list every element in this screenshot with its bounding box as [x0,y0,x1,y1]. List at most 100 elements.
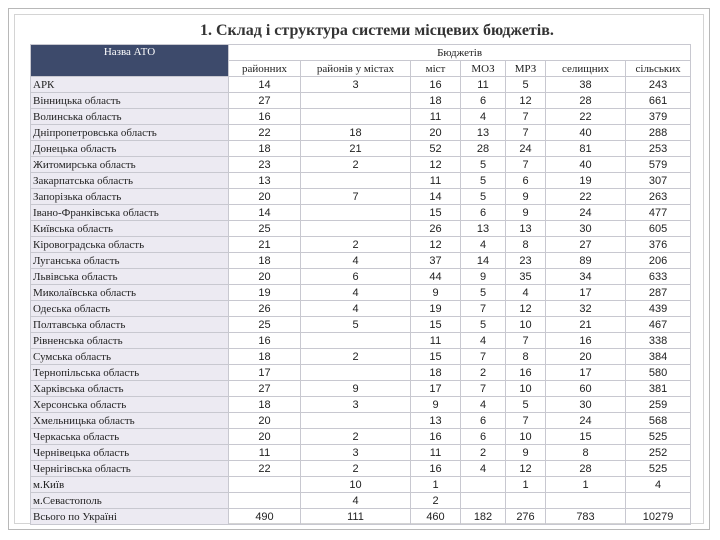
budget-count: 16 [410,460,461,477]
budget-count: 2 [300,460,411,477]
budget-count [300,92,411,109]
budget-count: 9 [410,284,461,301]
budget-count: 16 [410,76,461,93]
budget-count: 2 [300,348,411,365]
budget-count: 81 [545,140,626,157]
budget-count: 18 [228,252,301,269]
table-row: Одеська область 26 4 19 7 12 32 439 [30,300,692,317]
budget-count: 22 [545,188,626,205]
budget-count: 25 [228,220,301,237]
budget-count: 3 [300,444,411,461]
region-name: Чернігівська область [30,460,229,477]
budget-count: 2 [300,236,411,253]
budget-count [545,492,626,509]
table-row: Дніпропетровська область 22 18 20 13 7 40 288 [30,124,692,141]
budget-count: 2 [410,492,461,509]
budget-count: 7 [300,188,411,205]
table-row: Закарпатська область 13 11 5 6 19 307 [30,172,692,189]
budget-count: 381 [624,380,692,397]
table-row: Житомирська область 23 2 12 5 7 40 579 [30,156,692,173]
budget-count: 28 [545,460,626,477]
budget-count: 6 [460,92,506,109]
budget-count: 379 [624,108,692,125]
budget-count: 9 [505,204,546,221]
budget-count: 15 [410,204,461,221]
budget-count [300,412,411,429]
table-row: Тернопільська область 17 18 2 16 17 580 [30,364,692,381]
budget-count: 1 [505,476,546,493]
region-name: Харківська область [30,380,229,397]
budget-count [228,476,301,493]
table-row: Хмельницька область 20 13 6 7 24 568 [30,412,692,429]
budget-count: 52 [410,140,461,157]
budget-count: 24 [545,412,626,429]
budget-count: 11 [410,108,461,125]
region-name: Хмельницька область [30,412,229,429]
table-row: Волинська область 16 11 4 7 22 379 [30,108,692,125]
budget-count: 111 [300,508,411,525]
budget-count: 243 [624,76,692,93]
budget-count: 25 [228,316,301,333]
budget-count: 22 [228,460,301,477]
budget-count: 5 [460,316,506,333]
budget-count: 18 [228,140,301,157]
budget-count: 307 [624,172,692,189]
budget-count: 338 [624,332,692,349]
budget-count: 11 [228,444,301,461]
budget-count: 384 [624,348,692,365]
budget-count: 13 [505,220,546,237]
budget-count: 21 [228,236,301,253]
budget-count: 1 [545,476,626,493]
budget-count: 10 [505,428,546,445]
budget-count: 579 [624,156,692,173]
name-header: Назва АТО [30,44,229,77]
budget-count: 44 [410,268,461,285]
group-header: Бюджетів [227,44,692,61]
budget-count: 3 [300,396,411,413]
budget-count: 27 [228,92,301,109]
budget-count [228,492,301,509]
budget-count: 10 [505,380,546,397]
budget-count: 28 [460,140,506,157]
budget-count [300,220,411,237]
budget-count: 24 [545,204,626,221]
column-header: міст [410,60,461,77]
budget-count: 11 [410,172,461,189]
table-row: Київська область 25 26 13 13 30 605 [30,220,692,237]
budget-count: 40 [545,156,626,173]
budget-count: 40 [545,124,626,141]
budget-count: 26 [410,220,461,237]
table-row: Полтавська область 25 5 15 5 10 21 467 [30,316,692,333]
region-name: АРК [30,76,229,93]
budget-count: 5 [460,172,506,189]
table-row: Чернігівська область 22 2 16 4 12 28 525 [30,460,692,477]
budget-count: 14 [228,204,301,221]
budget-count: 525 [624,428,692,445]
budget-count: 20 [228,412,301,429]
table-row: Івано-Франківська область 14 15 6 9 24 477 [30,204,692,221]
region-name: Житомирська область [30,156,229,173]
region-name: Полтавська область [30,316,229,333]
table-row: Всього по Україні 490 111 460 182 276 783 10279 [30,508,692,525]
budget-count: 12 [505,460,546,477]
region-name: Донецька область [30,140,229,157]
region-name: Кіровоградська область [30,236,229,253]
budget-count: 5 [460,284,506,301]
budget-count: 20 [228,268,301,285]
budget-count: 15 [410,316,461,333]
budget-count: 7 [460,300,506,317]
budget-count: 19 [545,172,626,189]
budget-count [300,332,411,349]
budget-count: 8 [505,236,546,253]
region-name: Закарпатська область [30,172,229,189]
column-header: МОЗ [460,60,506,77]
budget-count: 16 [545,332,626,349]
budget-count: 13 [410,412,461,429]
budget-count: 5 [460,156,506,173]
table-row: Харківська область 27 9 17 7 10 60 381 [30,380,692,397]
budget-count: 287 [624,284,692,301]
budget-count: 7 [505,156,546,173]
budget-count: 11 [410,332,461,349]
budget-count: 18 [228,348,301,365]
